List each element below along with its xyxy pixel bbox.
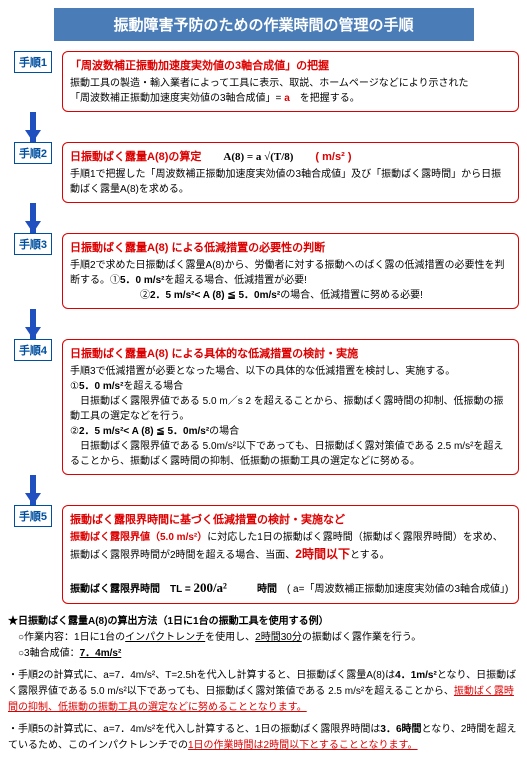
step-heading: 日振動ばく露量A(8)の算定 A(8) = a √(T/8) ( m/s² ) [70, 148, 511, 164]
arrow-icon [8, 477, 58, 505]
step-box: 「周波数補正振動加速度実効値の3軸合成値」の把握振動工具の製造・輸入業者によって… [62, 51, 519, 112]
step-box: 日振動ばく露量A(8) による具体的な低減措置の検討・実施手順3で低減措置が必要… [62, 339, 519, 475]
step-heading: 「周波数補正振動加速度実効値の3軸合成値」の把握 [70, 57, 511, 73]
step-row: 手順5 振動ばく露限界時間に基づく低減措置の検討・実施など振動ばく露限界値（5.0… [8, 505, 519, 604]
arrow-icon [8, 311, 58, 339]
step-row: 手順1 「周波数補正振動加速度実効値の3軸合成値」の把握振動工具の製造・輸入業者に… [8, 51, 519, 112]
note-step2: ・手順2の計算式に、a=7．4m/s²、T=2.5hを代入し計算すると、日振動ば… [8, 668, 519, 716]
step-label: 手順1 [14, 51, 52, 73]
step-body: 振動工具の製造・輸入業者によって工具に表示、取説、ホームページなどにより示された… [70, 76, 511, 106]
step-row: 手順2 日振動ばく露量A(8)の算定 A(8) = a √(T/8) ( m/s²… [8, 142, 519, 203]
step-heading: 振動ばく露限界時間に基づく低減措置の検討・実施など [70, 511, 511, 527]
page-title: 振動障害予防のための作業時間の管理の手順 [54, 8, 474, 41]
arrow-icon [8, 205, 58, 233]
step-row: 手順4 日振動ばく露量A(8) による具体的な低減措置の検討・実施手順3で低減措置… [8, 339, 519, 475]
step-label: 手順4 [14, 339, 52, 361]
step-heading: 日振動ばく露量A(8) による具体的な低減措置の検討・実施 [70, 345, 511, 361]
step-box: 日振動ばく露量A(8)の算定 A(8) = a √(T/8) ( m/s² ) 手… [62, 142, 519, 203]
step-box: 日振動ばく露量A(8) による低減措置の必要性の判断手順2で求めた日振動ばく露量… [62, 233, 519, 309]
arrow-icon [8, 114, 58, 142]
note-step5: ・手順5の計算式に、a=7．4m/s²を代入し計算すると、1日の振動ばく露限界時… [8, 722, 519, 754]
step-body: 手順3で低減措置が必要となった場合、以下の具体的な低減措置を検討し、実施する。①… [70, 364, 511, 469]
step-label: 手順5 [14, 505, 52, 527]
step-body: 手順2で求めた日振動ばく露量A(8)から、労働者に対する振動へのばく露の低減措置… [70, 258, 511, 303]
steps-container: 手順1 「周波数補正振動加速度実効値の3軸合成値」の把握振動工具の製造・輸入業者に… [8, 51, 519, 604]
step-label: 手順3 [14, 233, 52, 255]
step-heading: 日振動ばく露量A(8) による低減措置の必要性の判断 [70, 239, 511, 255]
step-body: 手順1で把握した「周波数補正振動加速度実効値の3軸合成値」及び「振動ばく露時間」… [70, 167, 511, 197]
step-label: 手順2 [14, 142, 52, 164]
bottom-notes: ★日振動ばく露量A(8)の算出方法（1日に1台の振動工具を使用する例） ○作業内… [8, 614, 519, 754]
calc-method: ★日振動ばく露量A(8)の算出方法（1日に1台の振動工具を使用する例） ○作業内… [8, 614, 519, 662]
step-row: 手順3 日振動ばく露量A(8) による低減措置の必要性の判断手順2で求めた日振動ば… [8, 233, 519, 309]
step-body: 振動ばく露限界値（5.0 m/s²）に対応した1日の振動ばく露時間（振動ばく露限… [70, 530, 511, 598]
step-box: 振動ばく露限界時間に基づく低減措置の検討・実施など振動ばく露限界値（5.0 m/… [62, 505, 519, 604]
